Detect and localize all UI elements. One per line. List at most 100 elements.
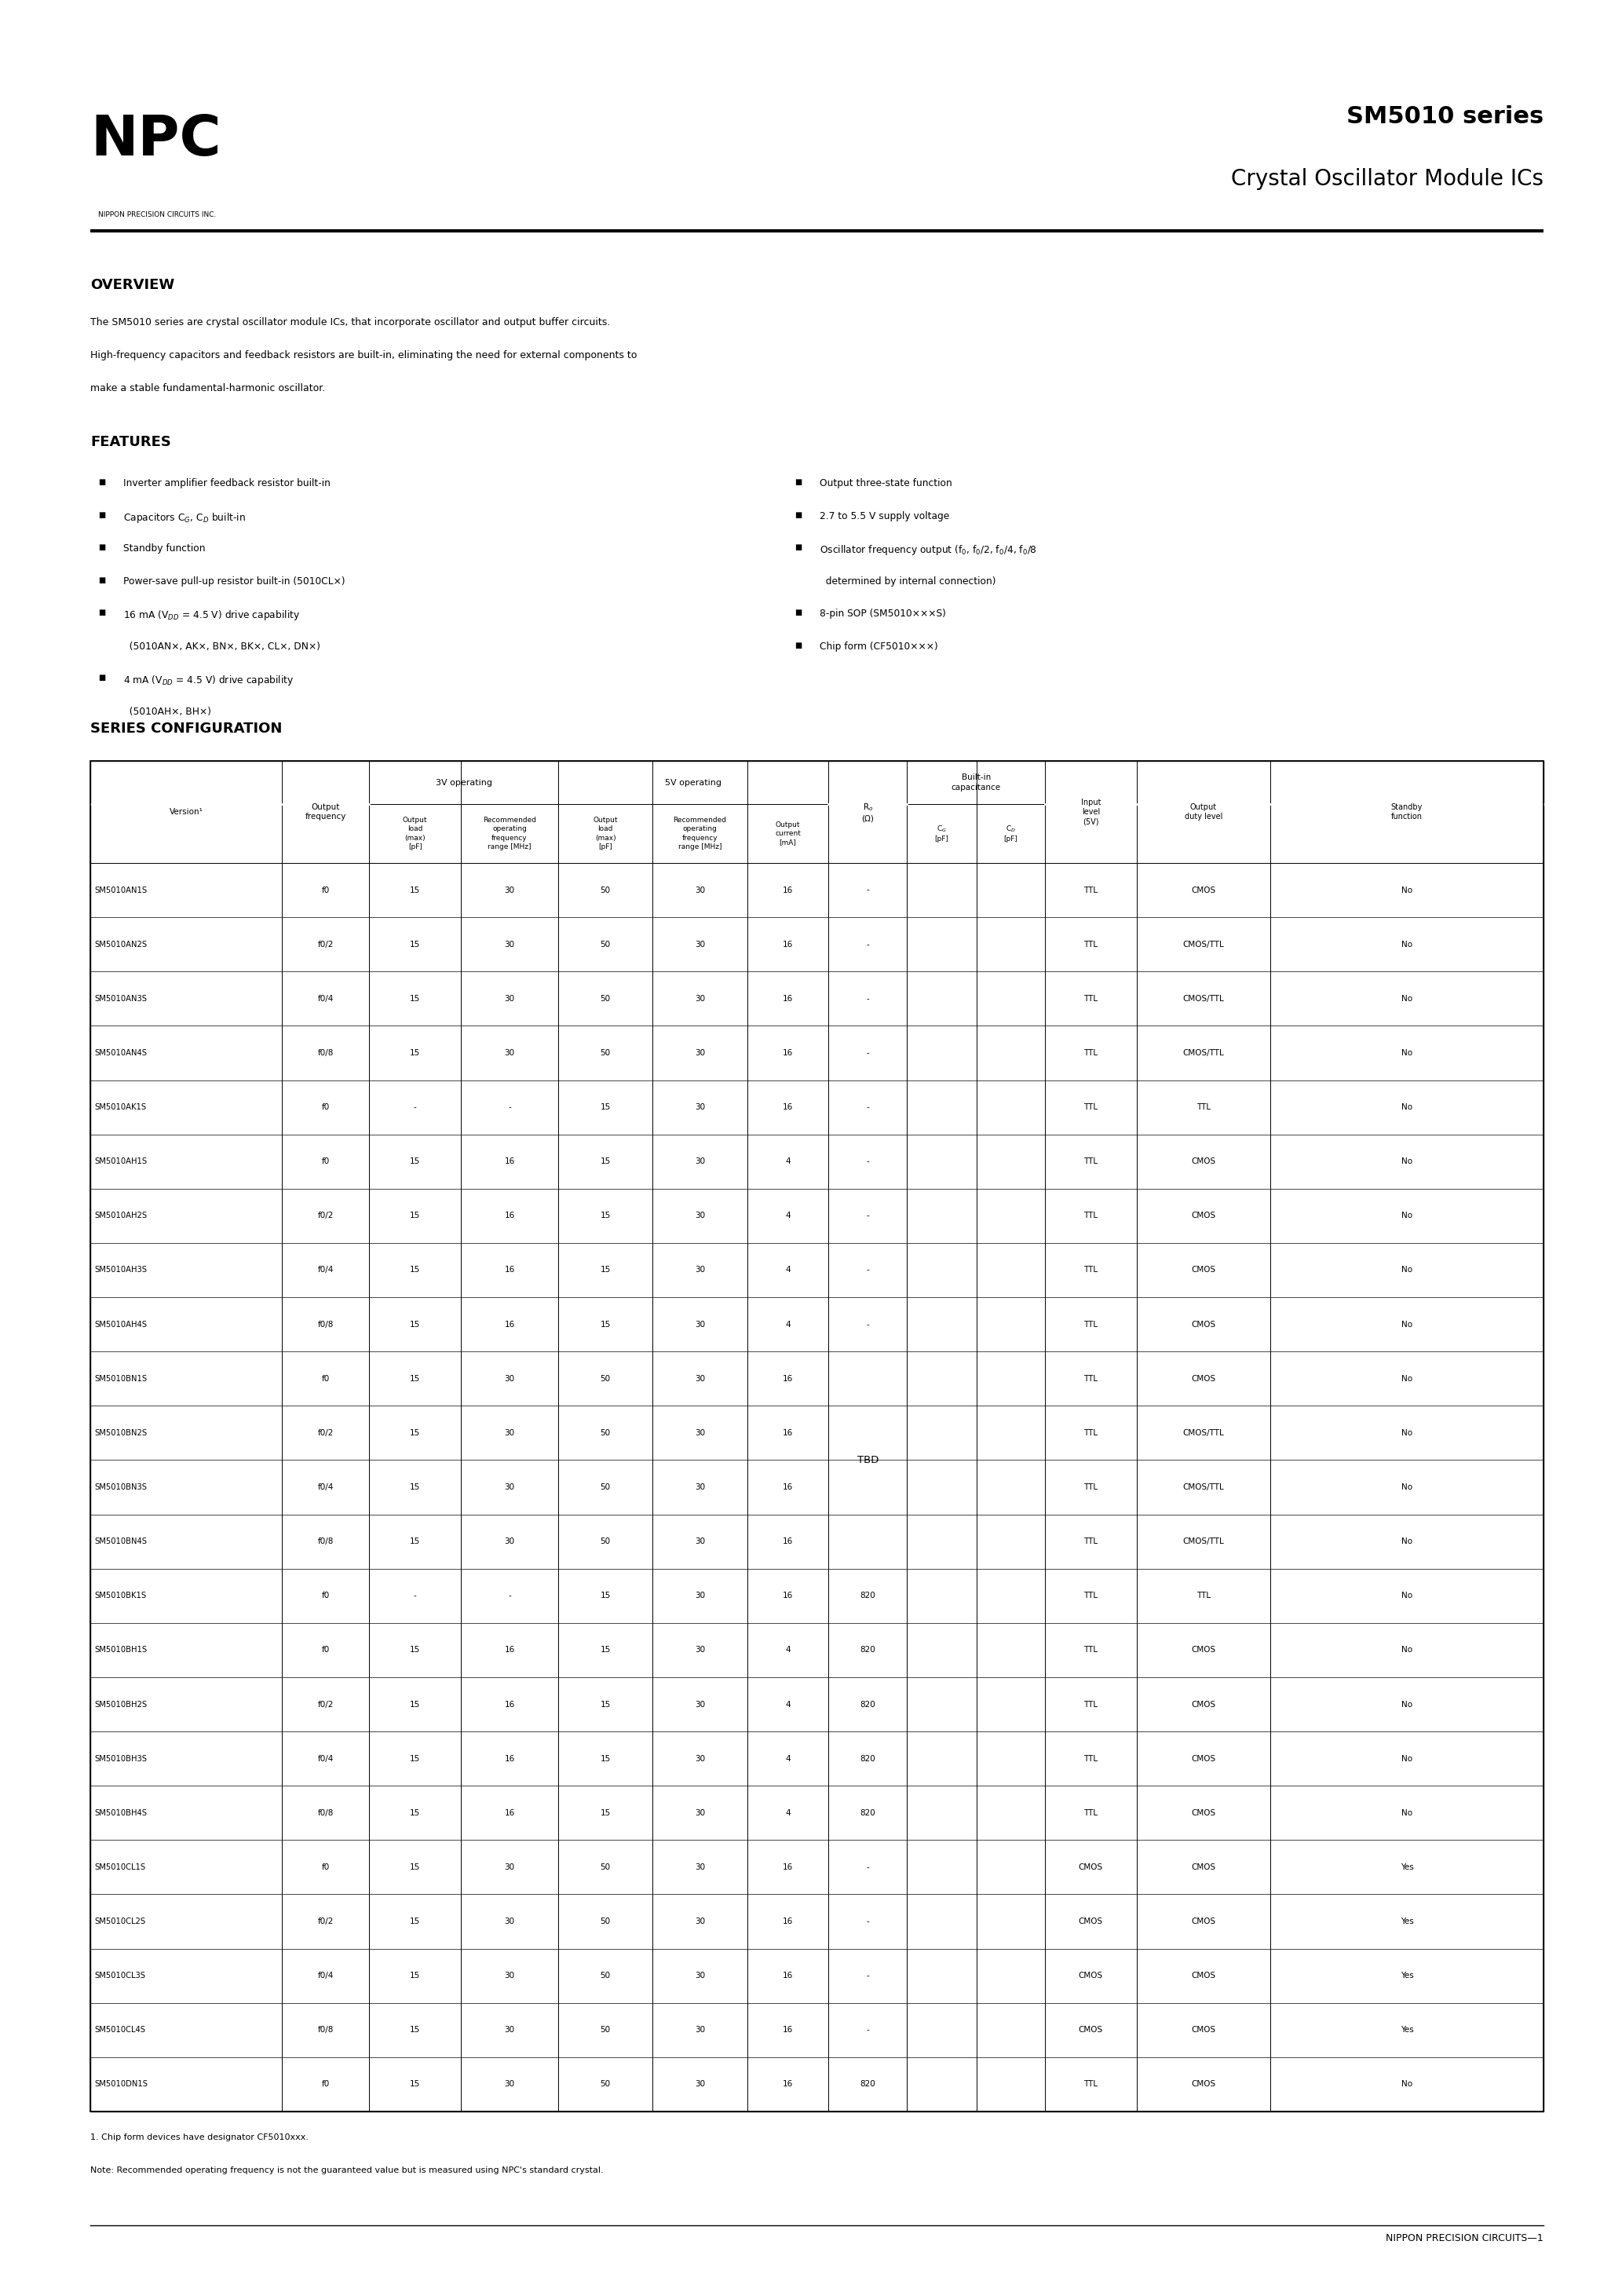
Text: 30: 30 [504,1972,514,1979]
Text: 30: 30 [694,1701,706,1708]
Text: 3V operating: 3V operating [435,778,491,788]
Text: 30: 30 [504,2080,514,2089]
Text: Recommended
operating
frequency
range [MHz]: Recommended operating frequency range [M… [673,817,727,850]
Text: -: - [866,1864,869,1871]
Text: 15: 15 [410,1483,420,1490]
Text: TTL: TTL [1083,2080,1098,2089]
Text: f0/4: f0/4 [318,994,334,1003]
Text: SM5010BH1S: SM5010BH1S [94,1646,148,1653]
Text: 30: 30 [504,1049,514,1056]
Text: 15: 15 [600,1591,610,1600]
Text: 4: 4 [785,1157,790,1166]
Text: 30: 30 [504,994,514,1003]
Text: Output
duty level: Output duty level [1184,804,1223,820]
Text: Oscillator frequency output (f$_0$, f$_0$/2, f$_0$/4, f$_0$/8: Oscillator frequency output (f$_0$, f$_0… [819,544,1036,556]
Text: f0: f0 [321,2080,329,2089]
Text: f0/8: f0/8 [318,1320,334,1329]
Text: -: - [508,1591,511,1600]
Text: 15: 15 [410,941,420,948]
Text: Yes: Yes [1400,1972,1413,1979]
Text: f0/2: f0/2 [318,1701,334,1708]
Text: Standby function: Standby function [123,544,206,553]
Text: 16: 16 [783,1104,793,1111]
Text: 50: 50 [600,1917,610,1926]
Text: 30: 30 [504,1538,514,1545]
Text: SM5010 series: SM5010 series [1346,106,1544,129]
Text: CMOS/TTL: CMOS/TTL [1182,941,1225,948]
Text: ■: ■ [795,641,801,650]
Text: No: No [1401,941,1413,948]
Text: CMOS: CMOS [1191,2080,1215,2089]
Text: SM5010CL4S: SM5010CL4S [94,2025,146,2034]
Text: 50: 50 [600,886,610,893]
Text: SM5010AK1S: SM5010AK1S [94,1104,146,1111]
Text: 1. Chip form devices have designator CF5010xxx.: 1. Chip form devices have designator CF5… [91,2133,308,2142]
Text: 16: 16 [783,1972,793,1979]
Text: f0/2: f0/2 [318,1428,334,1437]
Text: determined by internal connection): determined by internal connection) [819,576,996,585]
Text: 16: 16 [783,2080,793,2089]
Text: 16: 16 [783,1483,793,1490]
Text: No: No [1401,1049,1413,1056]
Text: make a stable fundamental-harmonic oscillator.: make a stable fundamental-harmonic oscil… [91,383,326,393]
Text: 16: 16 [504,1212,514,1219]
Text: TTL: TTL [1083,1701,1098,1708]
Text: 15: 15 [410,1157,420,1166]
Text: 30: 30 [694,1049,706,1056]
Text: SM5010BH3S: SM5010BH3S [94,1754,148,1763]
Text: Capacitors C$_G$, C$_D$ built-in: Capacitors C$_G$, C$_D$ built-in [123,510,245,523]
Text: CMOS/TTL: CMOS/TTL [1182,994,1225,1003]
Text: Output three-state function: Output three-state function [819,478,952,489]
Text: f0/8: f0/8 [318,1538,334,1545]
Text: 15: 15 [410,1320,420,1329]
Text: 820: 820 [860,1809,876,1816]
Text: -: - [414,1104,417,1111]
Text: SM5010BN2S: SM5010BN2S [94,1428,148,1437]
Text: SM5010BK1S: SM5010BK1S [94,1591,146,1600]
Text: No: No [1401,1809,1413,1816]
Text: 820: 820 [860,1754,876,1763]
Text: 50: 50 [600,1483,610,1490]
Text: f0: f0 [321,1864,329,1871]
Text: 16: 16 [783,941,793,948]
Text: Output
load
(max)
[pF]: Output load (max) [pF] [594,817,618,850]
Text: ■: ■ [99,544,105,551]
Text: No: No [1401,1104,1413,1111]
Text: Output
load
(max)
[pF]: Output load (max) [pF] [402,817,428,850]
Text: 50: 50 [600,1864,610,1871]
Text: 8-pin SOP (SM5010×××S): 8-pin SOP (SM5010×××S) [819,608,946,618]
Text: -: - [866,1972,869,1979]
Text: SERIES CONFIGURATION: SERIES CONFIGURATION [91,721,282,735]
Text: CMOS: CMOS [1079,1864,1103,1871]
Text: 30: 30 [694,1157,706,1166]
Text: (5010AN×, AK×, BN×, BK×, CL×, DN×): (5010AN×, AK×, BN×, BK×, CL×, DN×) [123,641,320,652]
Text: FEATURES: FEATURES [91,434,170,450]
Text: No: No [1401,1754,1413,1763]
Text: 30: 30 [694,1591,706,1600]
Text: 30: 30 [694,1538,706,1545]
Text: ■: ■ [99,608,105,615]
Text: CMOS: CMOS [1191,1265,1215,1274]
Text: TTL: TTL [1083,1265,1098,1274]
Text: No: No [1401,1157,1413,1166]
Text: CMOS: CMOS [1191,2025,1215,2034]
Text: -: - [866,941,869,948]
Text: f0/8: f0/8 [318,2025,334,2034]
Text: 16: 16 [783,994,793,1003]
Text: Version¹: Version¹ [169,808,203,815]
Text: 2.7 to 5.5 V supply voltage: 2.7 to 5.5 V supply voltage [819,510,949,521]
Text: 15: 15 [600,1104,610,1111]
Text: f0/8: f0/8 [318,1809,334,1816]
Bar [91,760,1544,2112]
Text: 15: 15 [410,1972,420,1979]
Text: TTL: TTL [1083,1375,1098,1382]
Text: 15: 15 [600,1157,610,1166]
Text: f0: f0 [321,1157,329,1166]
Text: SM5010AN2S: SM5010AN2S [94,941,148,948]
Text: 16: 16 [783,2025,793,2034]
Text: f0: f0 [321,1646,329,1653]
Text: SM5010CL2S: SM5010CL2S [94,1917,146,1926]
Text: -: - [866,1917,869,1926]
Text: 50: 50 [600,1375,610,1382]
Text: 16: 16 [504,1701,514,1708]
